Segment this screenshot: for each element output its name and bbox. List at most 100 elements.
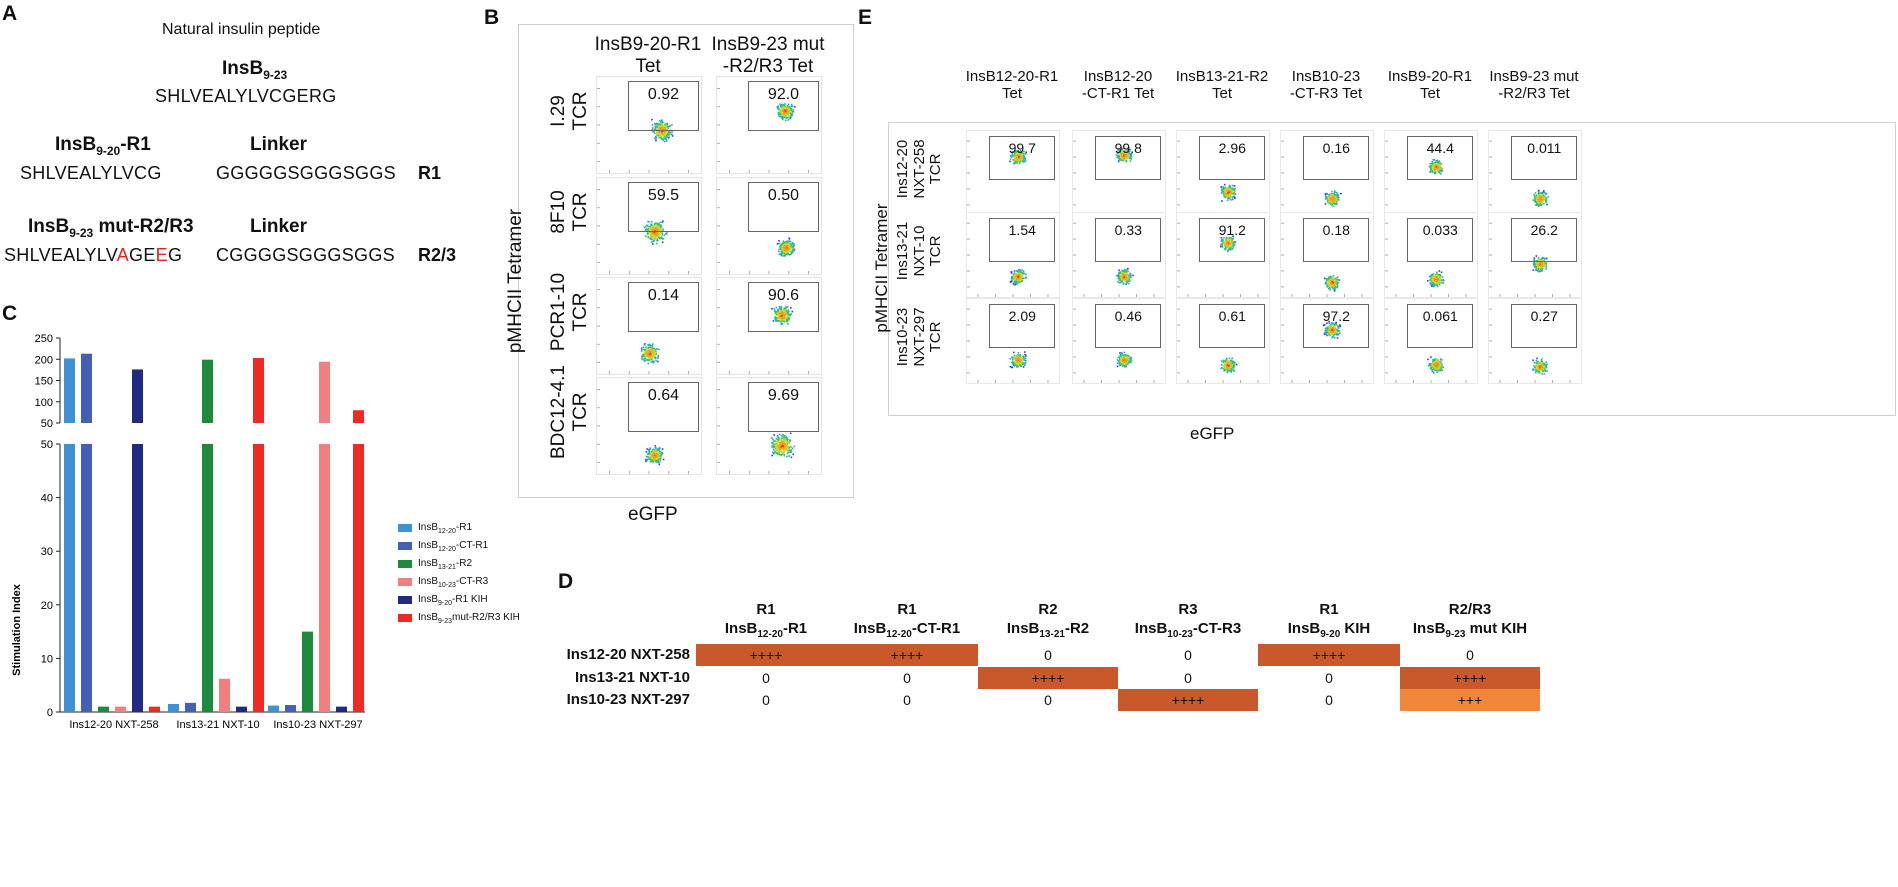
natural-peptide-sequence: SHLVEALYLVCGERG bbox=[155, 86, 337, 106]
r1-linker-sequence: GGGGGSGGGSGGS bbox=[216, 163, 396, 183]
flow-plot: 99.7 bbox=[966, 130, 1060, 216]
flow-scatter bbox=[597, 389, 689, 474]
bar-upper bbox=[319, 361, 330, 423]
y-tick-label: 40 bbox=[41, 493, 53, 505]
panel-b-y-axis-label: pMHCII Tetramer bbox=[505, 208, 526, 354]
flow-scatter bbox=[967, 140, 1049, 215]
r23-tag: R2/3 bbox=[418, 245, 457, 265]
flow-plot: 0.50 bbox=[716, 177, 822, 275]
table-cell: ++++ bbox=[696, 644, 836, 666]
flow-scatter bbox=[1385, 308, 1467, 383]
table-row-label: Ins10-23 NXT-297 bbox=[566, 691, 690, 708]
legend-swatch bbox=[398, 596, 412, 604]
bar bbox=[319, 444, 330, 712]
legend-item: InsB13-21-R2 bbox=[398, 555, 568, 573]
legend-item: InsB12-20-CT-R1 bbox=[398, 537, 568, 555]
flow-scatter bbox=[717, 389, 809, 474]
table-cell: ++++ bbox=[978, 667, 1118, 689]
legend-swatch bbox=[398, 542, 412, 550]
panel-e-column-header: InsB9-23 mut -R2/R3 Tet bbox=[1489, 68, 1579, 103]
bar bbox=[98, 706, 109, 712]
gate-percentage: 91.2 bbox=[1218, 222, 1246, 239]
flow-plot: 0.18 bbox=[1280, 212, 1374, 298]
r1-construct-name: InsB9-20-R1 bbox=[55, 134, 151, 158]
gate-box: 97.2 bbox=[1303, 304, 1370, 349]
flow-scatter bbox=[1281, 140, 1363, 215]
legend-item: InsB10-23-CT-R3 bbox=[398, 573, 568, 591]
bar-upper bbox=[64, 358, 75, 423]
flow-plot: 0.033 bbox=[1384, 212, 1478, 298]
y-tick-label: 200 bbox=[35, 354, 53, 366]
gate-box: 92.0 bbox=[748, 80, 819, 131]
flow-plot: 0.14 bbox=[596, 277, 702, 375]
panel-label-a: A bbox=[2, 2, 18, 25]
flow-scatter bbox=[1073, 140, 1155, 215]
flow-scatter bbox=[1281, 308, 1363, 383]
bar bbox=[285, 705, 296, 712]
header-construct: InsB12-20-CT-R1 bbox=[853, 619, 961, 640]
table-row-label: Ins12-20 NXT-258 bbox=[566, 646, 690, 663]
flow-scatter bbox=[1177, 222, 1259, 297]
gate-percentage: 0.061 bbox=[1422, 308, 1458, 325]
gate-percentage: 0.011 bbox=[1527, 140, 1562, 157]
gate-percentage: 0.033 bbox=[1422, 222, 1458, 239]
table-column-header: R1 InsB12-20-R1 bbox=[696, 601, 836, 641]
legend-label: InsB12-20-R1 bbox=[418, 521, 473, 535]
legend-label: InsB12-20-CT-R1 bbox=[418, 539, 489, 553]
bar bbox=[149, 706, 160, 712]
panel-b-x-axis-label: eGFP bbox=[628, 504, 678, 525]
gate-box: 99.7 bbox=[989, 136, 1056, 181]
bar bbox=[302, 631, 313, 712]
panel-b-row-label: I.29 TCR bbox=[548, 91, 591, 131]
flow-plot: 9.69 bbox=[716, 377, 822, 475]
table-cell: 0 bbox=[1184, 670, 1192, 686]
gate-percentage: 0.18 bbox=[1322, 222, 1350, 239]
gate-percentage: 0.14 bbox=[647, 286, 680, 304]
gate-box: 2.96 bbox=[1199, 136, 1266, 181]
legend-label: InsB9-23mut-R2/R3 KIH bbox=[418, 611, 520, 625]
table-cell: 0 bbox=[903, 670, 911, 686]
gate-box: 2.09 bbox=[989, 304, 1056, 349]
gate-percentage: 0.64 bbox=[647, 386, 680, 404]
panel-b-frame bbox=[518, 24, 854, 498]
bar bbox=[115, 706, 126, 712]
panel-label-e: E bbox=[858, 6, 873, 29]
legend-swatch bbox=[398, 578, 412, 586]
panel-e-column-header: InsB10-23 -CT-R3 Tet bbox=[1289, 68, 1363, 103]
flow-plot: 59.5 bbox=[596, 177, 702, 275]
bar bbox=[64, 444, 75, 712]
gate-percentage: 97.2 bbox=[1322, 308, 1350, 325]
gate-percentage: 90.6 bbox=[767, 286, 800, 304]
flow-plot: 2.96 bbox=[1176, 130, 1270, 216]
flow-scatter bbox=[1489, 140, 1571, 215]
y-tick-label: 20 bbox=[41, 600, 53, 612]
table-cell: 0 bbox=[1325, 670, 1333, 686]
panel-b-column-header: InsB9-23 mut -R2/R3 Tet bbox=[711, 34, 825, 77]
bar bbox=[353, 444, 364, 712]
gate-percentage: 0.46 bbox=[1114, 308, 1142, 325]
natural-peptide-heading: Natural insulin peptide bbox=[162, 21, 321, 38]
gate-box: 0.50 bbox=[748, 181, 819, 232]
gate-box: 44.4 bbox=[1407, 136, 1474, 181]
flow-scatter bbox=[597, 289, 689, 374]
panel-e-row-label: Ins10-23 NXT-297 TCR bbox=[894, 307, 945, 367]
legend-item: InsB12-20-R1 bbox=[398, 519, 568, 537]
table-cell: ++++ bbox=[1118, 689, 1258, 711]
table-row-label: Ins13-21 NXT-10 bbox=[574, 669, 690, 686]
table-cell: ++++ bbox=[836, 644, 978, 666]
gate-box: 0.46 bbox=[1095, 304, 1162, 349]
header-construct: InsB9-20 KIH bbox=[1287, 619, 1371, 640]
gate-percentage: 44.4 bbox=[1426, 140, 1454, 157]
flow-plot: 0.16 bbox=[1280, 130, 1374, 216]
gate-percentage: 99.8 bbox=[1114, 140, 1142, 157]
panel-e-y-axis-label: pMHCII Tetramer bbox=[872, 203, 891, 333]
gate-box: 91.2 bbox=[1199, 218, 1266, 263]
header-group: R1 bbox=[756, 601, 776, 618]
flow-plot: 0.61 bbox=[1176, 298, 1270, 384]
panel-b-column-header: InsB9-20-R1 Tet bbox=[594, 34, 702, 77]
gate-percentage: 26.2 bbox=[1530, 222, 1558, 239]
flow-scatter bbox=[1073, 308, 1155, 383]
flow-scatter bbox=[1177, 140, 1259, 215]
flow-plot: 97.2 bbox=[1280, 298, 1374, 384]
gate-percentage: 2.96 bbox=[1218, 140, 1246, 157]
